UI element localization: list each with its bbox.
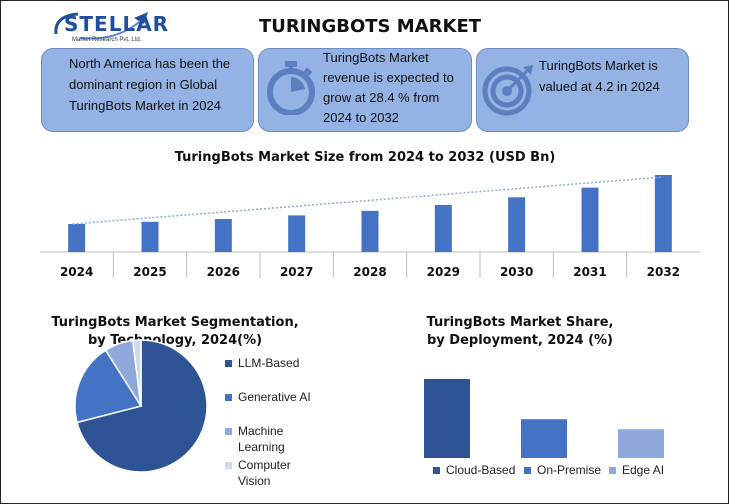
pie-slice-llm-based bbox=[76, 339, 208, 473]
info-card-growth: TuringBots Market revenue is expected to… bbox=[258, 48, 472, 132]
card-line: valued at 4.2 in 2024 bbox=[539, 79, 660, 94]
share-title-line: TuringBots Market Share, bbox=[426, 315, 614, 330]
x-tick-label: 2024 bbox=[60, 265, 93, 279]
x-tick-label: 2026 bbox=[207, 265, 240, 279]
logo-text: STELLAR bbox=[64, 12, 170, 36]
card-line: North America has been the bbox=[69, 56, 231, 71]
legend-label: Generative AI bbox=[238, 390, 311, 404]
page-title: TURINGBOTS MARKET bbox=[258, 16, 482, 37]
share-bar-edge ai bbox=[618, 429, 664, 458]
card-line: grow at 28.4 % from bbox=[323, 90, 440, 105]
card-line: TuringBots Market bbox=[323, 50, 429, 65]
pie-slice-generative-ai bbox=[74, 349, 143, 424]
legend-swatch bbox=[609, 467, 616, 474]
bar-2030 bbox=[508, 197, 526, 252]
pie-slice-computer-vision bbox=[131, 339, 142, 407]
legend-label: Edge AI bbox=[622, 463, 665, 477]
x-tick-label: 2025 bbox=[133, 265, 166, 279]
deployment-share-chart bbox=[424, 379, 664, 458]
legend-swatch bbox=[433, 467, 440, 474]
info-card-region-text: North America has been the dominant regi… bbox=[69, 53, 230, 116]
share-title-line: by Deployment, 2024 (%) bbox=[427, 333, 613, 348]
x-tick-label: 2027 bbox=[280, 265, 313, 279]
info-card-value-text: TuringBots Market is valued at 4.2 in 20… bbox=[539, 55, 660, 97]
bar-2026 bbox=[214, 219, 232, 252]
legend-label: Cloud-Based bbox=[446, 463, 516, 477]
legend-item-edge-ai: Edge AI bbox=[609, 462, 664, 478]
legend-item-computer-vision: Computer Vision bbox=[225, 457, 291, 489]
legend-swatch bbox=[225, 428, 232, 435]
legend-item-on-premise: On-Premise bbox=[524, 462, 601, 478]
share-chart-title: TuringBots Market Share, by Deployment, … bbox=[400, 314, 640, 350]
bar-2032 bbox=[654, 175, 672, 252]
x-tick-label: 2032 bbox=[647, 265, 680, 279]
legend-item-llm-based: LLM-Based bbox=[225, 355, 299, 371]
info-card-region: North America has been the dominant regi… bbox=[41, 48, 254, 132]
segmentation-title-line: TuringBots Market Segmentation, bbox=[51, 315, 299, 330]
bar-2031 bbox=[581, 187, 599, 252]
legend-swatch bbox=[225, 462, 232, 469]
card-line: 2024 to 2032 bbox=[323, 110, 399, 125]
info-card-growth-text: TuringBots Market revenue is expected to… bbox=[323, 48, 454, 128]
legend-swatch bbox=[225, 394, 232, 401]
legend-item-machine-learning: Machine Learning bbox=[225, 423, 285, 455]
info-card-value: TuringBots Market is valued at 4.2 in 20… bbox=[476, 48, 689, 132]
bar-2029 bbox=[434, 204, 452, 252]
legend-label: Computer Vision bbox=[238, 458, 291, 488]
logo-swoosh-icon bbox=[54, 12, 148, 40]
legend-item-cloud-based: Cloud-Based bbox=[433, 462, 515, 478]
x-tick-label: 2029 bbox=[427, 265, 460, 279]
bar-2027 bbox=[288, 215, 306, 252]
x-tick-label: 2030 bbox=[500, 265, 533, 279]
logo-subtext: Market Research Pvt. Ltd. bbox=[72, 37, 142, 43]
legend-swatch bbox=[524, 467, 531, 474]
bar-2025 bbox=[141, 221, 159, 252]
legend-label: LLM-Based bbox=[238, 356, 300, 370]
x-tick-label: 2028 bbox=[353, 265, 386, 279]
bar-2024 bbox=[68, 224, 86, 252]
card-line: TuringBots Market in 2024 bbox=[69, 98, 221, 113]
segmentation-pie-chart bbox=[74, 339, 208, 473]
legend-label: On-Premise bbox=[537, 463, 602, 477]
bar-2028 bbox=[361, 210, 379, 252]
market-size-chart-title: TuringBots Market Size from 2024 to 2032… bbox=[174, 150, 556, 165]
target-icon bbox=[482, 65, 533, 116]
card-line: revenue is expected to bbox=[323, 70, 454, 85]
x-tick-label: 2031 bbox=[573, 265, 606, 279]
logo: STELLAR Market Research Pvt. Ltd. bbox=[50, 8, 168, 48]
share-bar-on-premise bbox=[521, 419, 567, 458]
legend-label: Machine Learning bbox=[238, 424, 285, 454]
card-line: TuringBots Market is bbox=[539, 58, 658, 73]
trendline bbox=[72, 176, 664, 225]
stopwatch-icon bbox=[267, 61, 315, 115]
share-bar-cloud-based bbox=[424, 379, 470, 458]
card-line: dominant region in Global bbox=[69, 77, 218, 92]
share-legend: Cloud-Based On-Premise Edge AI bbox=[425, 462, 695, 480]
legend-item-generative-ai: Generative AI bbox=[225, 389, 311, 405]
market-size-chart: 2024 2025 2026 2027 2028 2029 2030 2031 2032 bbox=[40, 175, 700, 279]
legend-swatch bbox=[225, 360, 232, 367]
